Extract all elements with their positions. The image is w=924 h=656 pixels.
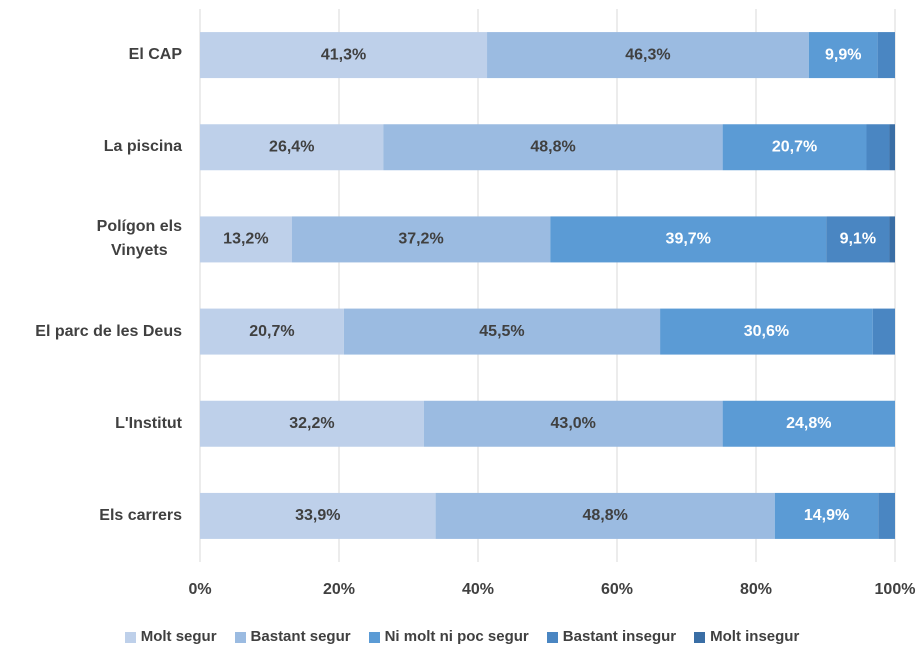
bar-segment [200,308,344,355]
data-label: 14,9% [804,507,849,524]
data-label: 30,6% [744,323,789,340]
legend-label: Molt segur [140,628,217,645]
category-label: La piscina [103,138,182,156]
data-label: 43,0% [551,415,596,432]
bar-segment [550,216,827,263]
legend-item: Bastant insegur [546,628,677,645]
data-label: 20,7% [772,138,817,155]
bar-segment [200,32,488,79]
bar-segment [889,216,895,263]
data-label: 48,8% [582,507,627,524]
data-label: 39,7% [666,231,711,248]
bar-segment [826,216,890,263]
legend-item: Molt segur [124,628,217,645]
bar-segment [722,124,867,171]
x-tick-label: 60% [601,581,633,598]
data-label: 9,9% [825,46,861,63]
data-label: 26,4% [269,138,314,155]
bar-segment [200,400,424,447]
data-label: 45,5% [479,323,524,340]
bar-segment [200,492,436,539]
legend-swatch [694,631,706,643]
bar-segment [872,308,895,355]
legend-swatch [234,631,246,643]
bar-segment [866,124,890,171]
legend: Molt segur Bastant segur Ni molt ni poc se… [0,628,924,645]
data-label: 20,7% [249,323,294,340]
data-label: 9,1% [840,231,876,248]
bar-segment [660,308,873,355]
bar-segment [878,492,895,539]
bar-segment [877,32,895,79]
category-label: El CAP [128,46,182,64]
legend-label: Molt insegur [710,628,800,645]
category-label: L'Institut [115,414,182,432]
category-label: Els carrers [99,506,182,524]
data-label: 41,3% [321,46,366,63]
bar-segment [808,32,878,79]
x-tick-label: 40% [462,581,494,598]
legend-item: Ni molt ni poc segur [368,628,529,645]
category-label: El parc de les Deus [35,322,182,340]
data-label: 13,2% [223,231,268,248]
data-label: 32,2% [289,415,334,432]
legend-label: Bastant insegur [562,628,677,645]
data-label: 24,8% [786,415,831,432]
data-label: 33,9% [295,507,340,524]
bar-segment [200,216,292,263]
legend-label: Ni molt ni poc segur [384,628,529,645]
legend-label: Bastant segur [250,628,351,645]
x-tick-label: 100% [875,581,916,598]
bar-segment [774,492,879,539]
bar-segment [423,400,723,447]
x-tick-label: 0% [188,581,211,598]
data-label: 48,8% [530,138,575,155]
category-label: Polígon els Vinyets [96,218,182,260]
bar-segment [200,124,384,171]
bar-segment [889,124,895,171]
bar-segment [722,400,895,447]
bar-segment [487,32,809,79]
bar-segment [291,216,551,263]
legend-swatch [546,631,558,643]
legend-swatch [124,631,136,643]
bar-segment [435,492,775,539]
data-label: 46,3% [625,46,670,63]
x-tick-label: 20% [323,581,355,598]
x-tick-label: 80% [740,581,772,598]
legend-item: Molt insegur [694,628,799,645]
legend-swatch [368,631,380,643]
bar-segment [343,308,661,355]
bar-segment [383,124,723,171]
legend-item: Bastant segur [234,628,351,645]
data-label: 37,2% [398,231,443,248]
